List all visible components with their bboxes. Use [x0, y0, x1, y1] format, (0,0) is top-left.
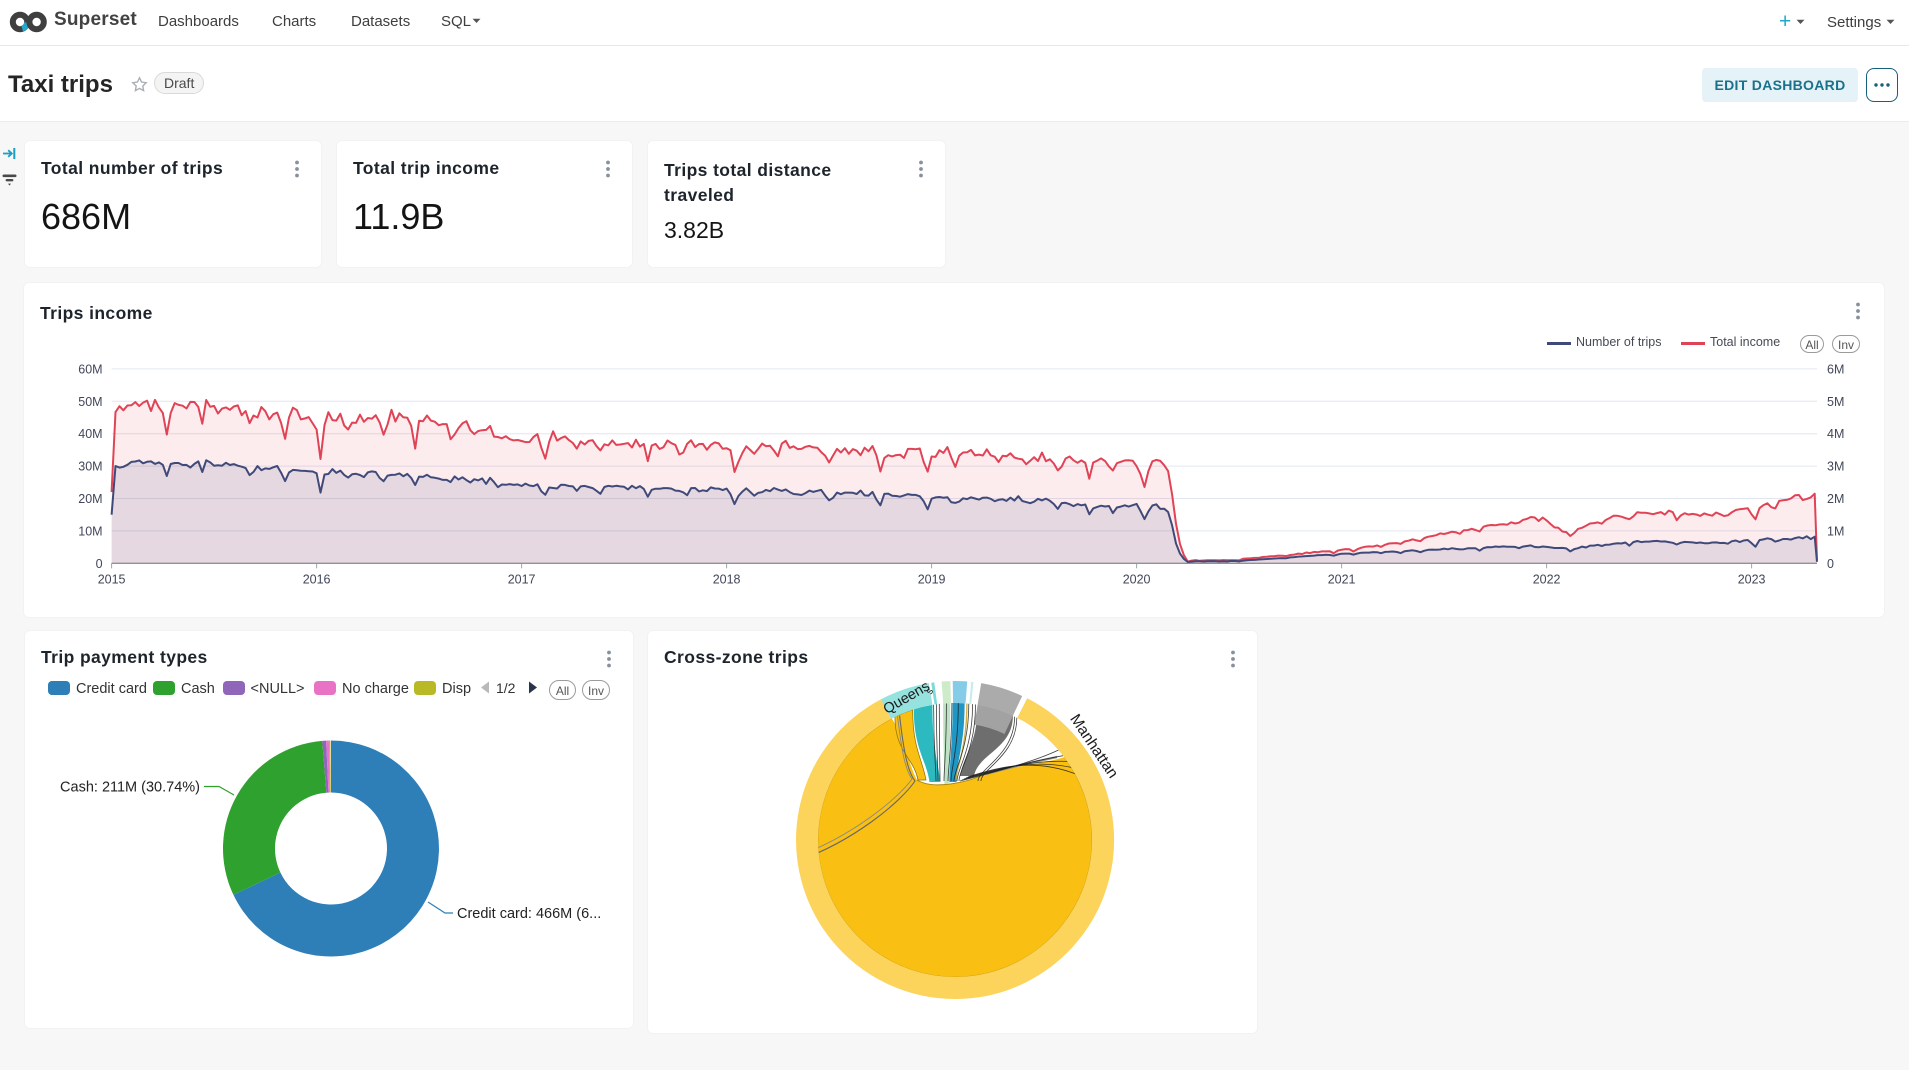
svg-text:0: 0: [96, 557, 103, 571]
svg-text:1M: 1M: [1827, 524, 1844, 538]
svg-text:3M: 3M: [1827, 460, 1844, 474]
svg-text:2020: 2020: [1123, 572, 1151, 586]
svg-text:Cash: 211M (30.74%): Cash: 211M (30.74%): [60, 780, 200, 796]
svg-text:5M: 5M: [1827, 395, 1844, 409]
svg-text:2023: 2023: [1738, 572, 1766, 586]
svg-text:2019: 2019: [918, 572, 946, 586]
svg-text:6M: 6M: [1827, 362, 1844, 376]
svg-text:4M: 4M: [1827, 427, 1844, 441]
svg-text:2018: 2018: [713, 572, 741, 586]
svg-text:2016: 2016: [303, 572, 331, 586]
svg-text:Credit card: 466M (6...: Credit card: 466M (6...: [457, 906, 601, 922]
svg-text:2015: 2015: [98, 572, 126, 586]
svg-text:40M: 40M: [78, 427, 102, 441]
svg-text:30M: 30M: [78, 460, 102, 474]
svg-text:2M: 2M: [1827, 492, 1844, 506]
svg-text:2021: 2021: [1328, 572, 1356, 586]
svg-text:2017: 2017: [508, 572, 536, 586]
svg-text:20M: 20M: [78, 492, 102, 506]
svg-text:2022: 2022: [1533, 572, 1561, 586]
svg-text:60M: 60M: [78, 362, 102, 376]
svg-text:50M: 50M: [78, 395, 102, 409]
svg-text:0: 0: [1827, 557, 1834, 571]
svg-text:s: s: [924, 687, 936, 697]
svg-text:10M: 10M: [78, 524, 102, 538]
